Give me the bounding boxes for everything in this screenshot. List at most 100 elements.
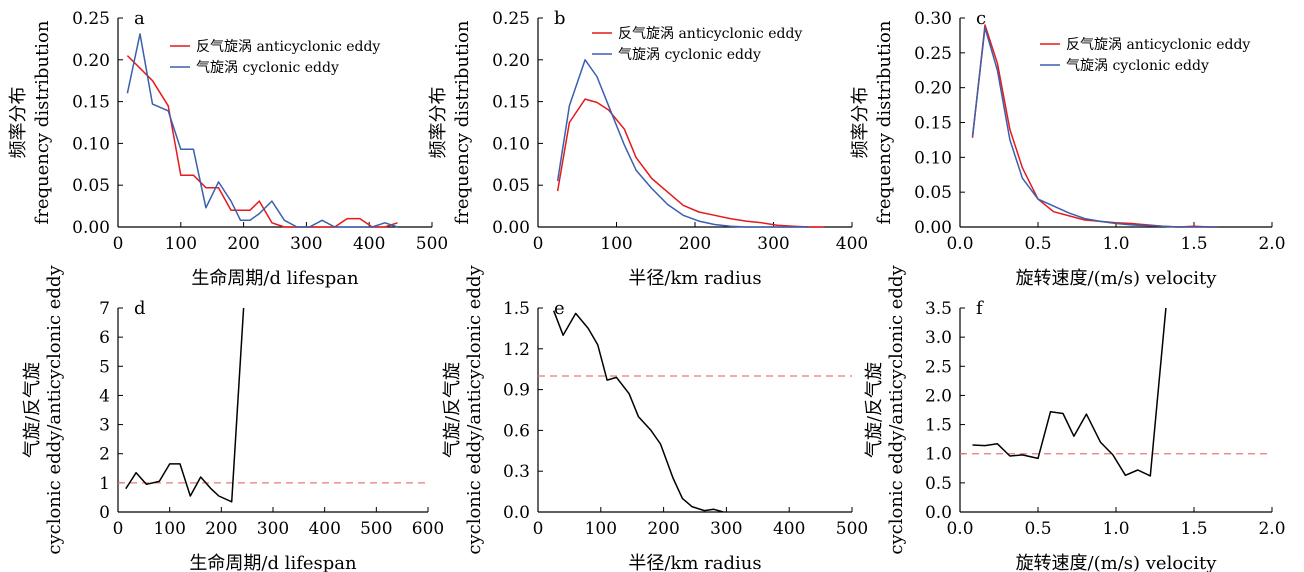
y-tick-label: 0.10 <box>492 134 530 154</box>
y-tick-label: 0.0 <box>503 503 530 523</box>
x-tick-label: 500 <box>836 519 868 539</box>
y-tick-label: 0.6 <box>503 421 530 441</box>
x-tick-label: 100 <box>165 234 197 254</box>
x-tick-label: 1.5 <box>1180 519 1207 539</box>
y-tick-label: 0.25 <box>914 44 952 64</box>
y-tick-label: 0.00 <box>914 218 952 238</box>
panel-c: 0.0 0.5 1.0 1.5 2.0 0.00 0.05 0.10 0.15 0.20 0.25 0… <box>850 8 1286 289</box>
y-axis-label-en: frequency distribution <box>452 20 473 224</box>
y-tick-label: 5 <box>99 357 110 377</box>
x-tick-label: 400 <box>308 519 340 539</box>
x-tick-label: 400 <box>353 234 385 254</box>
panel-label: f <box>976 298 984 319</box>
y-tick-label: 0.00 <box>492 218 530 238</box>
y-tick-label: 0 <box>99 503 110 523</box>
x-tick-label: 2.0 <box>1258 519 1285 539</box>
y-axis-label-cn: 气旋/反气旋 <box>22 362 43 458</box>
y-tick-label: 0.20 <box>492 51 530 71</box>
y-tick-label: 4 <box>99 386 110 406</box>
x-tick-label: 300 <box>757 234 789 254</box>
y-axis-label-en: frequency distribution <box>32 20 53 224</box>
x-tick-label: 500 <box>416 234 448 254</box>
y-tick-label: 3.0 <box>925 328 952 348</box>
y-axis-label-en: cyclonic eddy/anticyclonic eddy <box>44 265 65 555</box>
y-tick-label: 0.9 <box>503 381 530 401</box>
x-tick-label: 0.0 <box>946 519 973 539</box>
series-line-cyclonic <box>971 27 1218 228</box>
y-tick-label: 0.00 <box>72 218 110 238</box>
panel-e: 0 100 200 300 400 500 0.0 0.3 0.6 0.9 1.2 1.5 e 半径/km… <box>442 265 868 572</box>
y-axis-label-en: cyclonic eddy/anticyclonic eddy <box>886 265 907 555</box>
y-tick-label: 0.05 <box>492 176 530 196</box>
x-tick-label: 400 <box>836 234 868 254</box>
x-tick-label: 0 <box>533 519 544 539</box>
y-tick-label: 0.3 <box>503 462 530 482</box>
y-tick-label: 0.30 <box>914 9 952 29</box>
y-tick-label: 6 <box>99 328 110 348</box>
series-line-cyclonic <box>556 59 809 228</box>
y-tick-label: 2 <box>99 445 110 465</box>
legend-label-anticyclonic: 反气旋涡 anticyclonic eddy <box>196 39 380 55</box>
y-tick-label: 3 <box>99 416 110 436</box>
x-tick-label: 100 <box>585 519 617 539</box>
x-axis-label: 生命周期/d lifespan <box>191 268 359 289</box>
y-tick-label: 0.15 <box>914 114 952 134</box>
x-tick-label: 300 <box>710 519 742 539</box>
y-axis-label-cn: 气旋/反气旋 <box>864 362 885 458</box>
x-tick-label: 600 <box>412 519 444 539</box>
x-tick-label: 1.5 <box>1180 234 1207 254</box>
panel-d: 0 100 200 300 400 500 600 0 1 2 3 4 5 6 7 d 生命周期/d lifes… <box>22 265 444 572</box>
x-axis-label: 旋转速度/(m/s) velocity <box>1016 268 1218 289</box>
legend-label-cyclonic: 气旋涡 cyclonic eddy <box>1066 58 1209 74</box>
x-tick-label: 100 <box>600 234 632 254</box>
x-axis-label: 旋转速度/(m/s) velocity <box>1016 553 1218 572</box>
y-axis-label-cn: 频率分布 <box>8 87 29 159</box>
x-tick-label: 300 <box>257 519 289 539</box>
y-tick-label: 0.15 <box>492 93 530 113</box>
x-axis-label: 生命周期/d lifespan <box>189 553 357 572</box>
panel-label: a <box>134 8 145 29</box>
y-tick-label: 0.25 <box>72 9 110 29</box>
x-tick-label: 1.0 <box>1102 234 1129 254</box>
series-line-ratio <box>972 307 1167 477</box>
series-line-ratio <box>552 310 724 513</box>
y-tick-label: 0.25 <box>492 9 530 29</box>
series-line-cyclonic <box>126 33 398 228</box>
legend-label-cyclonic: 气旋涡 cyclonic eddy <box>196 60 339 76</box>
panel-label: b <box>554 8 566 29</box>
panel-f: 0.0 0.5 1.0 1.5 2.0 0.0 0.5 1.0 1.5 2.0 2.5 3.0 3.5 f… <box>864 265 1286 572</box>
x-tick-label: 0 <box>113 519 124 539</box>
y-tick-label: 1.0 <box>925 445 952 465</box>
x-tick-label: 200 <box>647 519 679 539</box>
y-tick-label: 0.05 <box>914 183 952 203</box>
series-line-anticyclonic <box>971 24 1218 228</box>
x-tick-label: 500 <box>360 519 392 539</box>
series-line-anticyclonic <box>126 55 398 228</box>
y-tick-label: 0.0 <box>925 503 952 523</box>
x-tick-label: 200 <box>205 519 237 539</box>
x-tick-label: 1.0 <box>1102 519 1129 539</box>
x-tick-label: 0 <box>533 234 544 254</box>
legend-label-anticyclonic: 反气旋涡 anticyclonic eddy <box>618 26 802 42</box>
y-tick-label: 0.20 <box>914 79 952 99</box>
x-axis-label: 半径/km radius <box>628 553 761 572</box>
y-tick-label: 2.5 <box>925 357 952 377</box>
y-tick-label: 0.5 <box>925 474 952 494</box>
y-tick-label: 0.10 <box>72 134 110 154</box>
x-tick-label: 200 <box>227 234 259 254</box>
series-line-anticyclonic <box>556 98 825 228</box>
y-axis-label-cn: 频率分布 <box>428 87 449 159</box>
panel-a: 0 100 200 300 400 500 0.00 0.05 0.10 0.15 0.20 0.25… <box>8 8 448 289</box>
x-tick-label: 2.0 <box>1258 234 1285 254</box>
y-tick-label: 1.2 <box>503 340 530 360</box>
panel-label: e <box>554 298 565 319</box>
x-tick-label: 400 <box>773 519 805 539</box>
y-tick-label: 0.20 <box>72 51 110 71</box>
y-tick-label: 3.5 <box>925 299 952 319</box>
y-tick-label: 1 <box>99 474 110 494</box>
x-axis-label: 半径/km radius <box>628 268 761 289</box>
legend-label-cyclonic: 气旋涡 cyclonic eddy <box>618 47 761 63</box>
x-tick-label: 0 <box>113 234 124 254</box>
panel-label: d <box>134 298 146 319</box>
